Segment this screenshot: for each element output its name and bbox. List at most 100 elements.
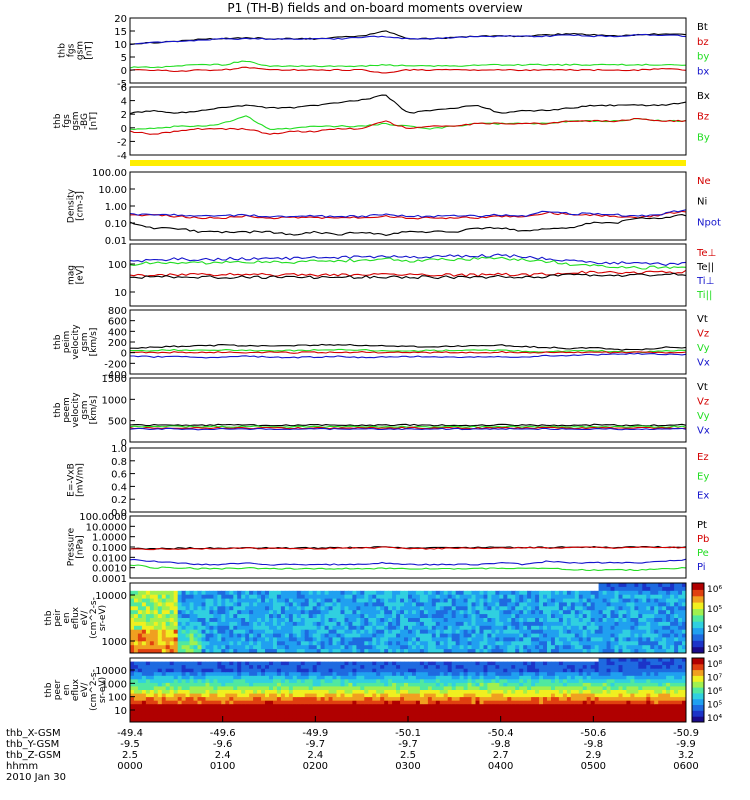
spectrogram-cell: [515, 641, 520, 646]
spectrogram-cell: [658, 618, 663, 623]
spectrogram-cell: [570, 682, 576, 687]
spectrogram-cell: [412, 633, 417, 638]
spectrogram-cell: [197, 633, 202, 638]
spectrogram-cell: [415, 690, 421, 694]
spectrogram-cell: [531, 606, 536, 611]
spectrogram-cell: [368, 594, 373, 599]
spectrogram-cell: [320, 682, 325, 687]
spectrogram-cell: [626, 633, 631, 638]
spectrogram-cell: [666, 614, 671, 619]
spectrogram-cell: [614, 637, 619, 642]
spectrogram-cell: [181, 618, 186, 623]
spectrogram-cell: [543, 598, 548, 603]
spectrogram-cell: [674, 718, 679, 723]
spectrogram-cell: [229, 690, 234, 694]
spectrogram-cell: [141, 700, 147, 705]
spectrogram-cell: [523, 714, 528, 719]
spectrogram-cell: [511, 621, 516, 627]
spectrogram-cell: [535, 675, 540, 680]
spectrogram-cell: [459, 614, 464, 619]
spectrogram-cell: [471, 606, 476, 611]
spectrogram-cell: [622, 645, 627, 650]
spectrogram-cell: [169, 598, 175, 603]
spectrogram-cell: [356, 614, 361, 619]
spectrogram-cell: [177, 614, 183, 619]
spectrogram-cell: [590, 625, 596, 631]
spectrogram-cell: [400, 641, 405, 646]
spectrogram-cell: [312, 665, 318, 670]
spectrogram-cell: [348, 679, 353, 684]
spectrogram-cell: [610, 711, 615, 716]
spectrogram-cell: [622, 621, 627, 627]
spectrogram-cell: [662, 641, 667, 646]
spectrogram-cell: [495, 690, 500, 694]
spectrogram-cell: [344, 661, 349, 666]
spectrogram-cell: [678, 686, 683, 691]
spectrogram-cell: [658, 629, 663, 634]
spectrogram-cell: [467, 686, 472, 691]
spectrogram-cell: [245, 704, 250, 709]
spectrogram-cell: [578, 621, 584, 627]
spectrogram-cell: [408, 645, 413, 650]
spectrogram-cell: [308, 637, 314, 642]
spectrogram-cell: [662, 629, 667, 634]
spectrogram-cell: [654, 686, 659, 691]
spectrogram-cell: [141, 661, 147, 666]
spectrogram-cell: [610, 658, 615, 662]
spectrogram-cell: [630, 679, 635, 684]
spectrogram-cell: [340, 625, 345, 631]
spectrogram-cell: [408, 598, 413, 603]
spectrogram-cell: [185, 629, 190, 634]
spectrogram-cell: [471, 641, 476, 646]
spectrogram-cell: [280, 594, 286, 599]
spectrogram-cell: [336, 606, 341, 611]
spectrogram-cell: [269, 679, 274, 684]
spectrogram-cell: [638, 682, 643, 687]
spectrogram-cell: [225, 682, 230, 687]
spectrogram-cell: [134, 606, 139, 611]
spectrogram-cell: [423, 594, 429, 599]
spectrogram-cell: [165, 649, 171, 654]
spectrogram-cell: [396, 679, 401, 684]
spectrogram-cell: [352, 633, 357, 638]
spectrogram-cell: [503, 690, 508, 694]
spectrogram-cell: [479, 672, 484, 677]
spectrogram-cell: [654, 668, 659, 673]
spectrogram-cell: [273, 602, 278, 607]
spectrogram-cell: [610, 693, 615, 698]
spectrogram-cell: [273, 641, 278, 646]
spectrogram-cell: [634, 645, 639, 650]
spectrogram-cell: [348, 649, 353, 654]
spectrogram-cell: [451, 686, 457, 691]
spectrogram-cell: [245, 686, 250, 691]
spectrogram-cell: [336, 675, 341, 680]
spectrogram-cell: [245, 610, 250, 615]
spectrogram-cell: [495, 679, 500, 684]
spectrogram-cell: [499, 690, 504, 694]
spectrogram-cell: [300, 618, 306, 623]
spectrogram-cell: [658, 697, 663, 702]
spectrogram-cell: [507, 637, 512, 642]
spectrogram-cell: [590, 606, 596, 611]
spectrogram-cell: [292, 693, 298, 698]
footer-value: 2.7: [492, 750, 509, 761]
spectrogram-cell: [312, 697, 318, 702]
spectrogram-cell: [344, 707, 349, 712]
spectrogram-cell: [193, 686, 198, 691]
spectrogram-cell: [396, 686, 401, 691]
spectrogram-cell: [551, 618, 556, 623]
spectrogram-cell: [368, 614, 373, 619]
spectrogram-cell: [551, 714, 556, 719]
y-tick-label: 20: [114, 14, 127, 25]
spectrogram-cell: [662, 697, 667, 702]
spectrogram-cell: [642, 686, 647, 691]
spectrogram-cell: [531, 594, 536, 599]
spectrogram-cell: [551, 665, 556, 670]
spectrogram-cell: [177, 682, 183, 687]
spectrogram-cell: [566, 711, 572, 716]
spectrogram-cell: [137, 707, 143, 712]
legend-entry: Ti||: [696, 290, 712, 301]
spectrogram-cell: [197, 700, 202, 705]
spectrogram-cell: [566, 704, 572, 709]
spectrogram-cell: [539, 641, 544, 646]
